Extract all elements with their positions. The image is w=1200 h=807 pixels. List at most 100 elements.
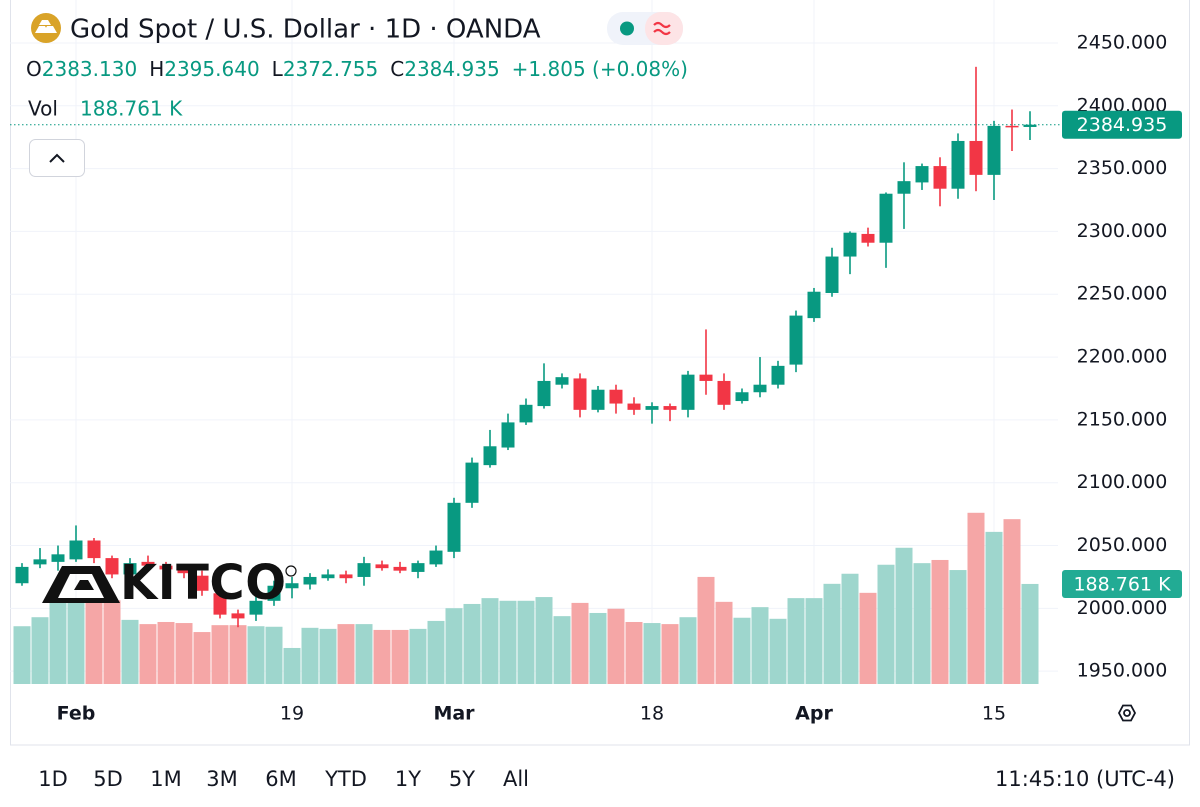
status-pill[interactable]: [645, 12, 683, 45]
candle-body: [123, 563, 137, 575]
x-tick-label: Feb: [57, 703, 96, 725]
candle-body: [861, 233, 875, 243]
volume-bar: [265, 626, 283, 684]
volume-bar: [139, 624, 157, 684]
y-tick-label: 2100.000: [1077, 471, 1168, 493]
candle-body: [699, 374, 713, 381]
candle-body: [483, 446, 497, 466]
collapse-button[interactable]: [29, 139, 85, 177]
candle-body: [735, 392, 749, 402]
ohlc-value: 2384.935: [404, 57, 499, 81]
watermark-logo: [74, 580, 94, 590]
candle-body: [933, 166, 947, 189]
volume-bar: [517, 600, 535, 684]
candle-body: [627, 403, 641, 410]
volume-bar: [175, 623, 193, 684]
range-button[interactable]: 1M: [150, 767, 181, 791]
candle-body: [249, 600, 263, 615]
ohlc-key: H: [149, 57, 164, 81]
candle-body: [411, 563, 425, 572]
range-button[interactable]: 1Y: [395, 767, 421, 791]
volume-bar: [643, 623, 661, 684]
candle-body: [69, 540, 83, 560]
watermark-mark: [285, 565, 297, 577]
volume-bar: [193, 632, 211, 684]
range-button[interactable]: 1D: [38, 767, 68, 791]
volume-bar: [499, 600, 517, 684]
status-dot: [620, 21, 634, 36]
candle-body: [213, 593, 227, 615]
volume-bar: [211, 625, 229, 684]
candle-body: [969, 140, 983, 175]
y-tick-label: 2300.000: [1077, 220, 1168, 242]
watermark: KITCO: [42, 555, 297, 611]
candle-body: [609, 389, 623, 404]
volume-bar: [247, 626, 265, 684]
volume-bar: [355, 624, 373, 684]
volume-bar: [661, 624, 679, 684]
volume-bar: [1003, 519, 1021, 684]
candle-body: [915, 166, 929, 183]
candle-body: [987, 125, 1001, 175]
volume-bar: [1021, 583, 1039, 684]
candle-body: [573, 378, 587, 410]
volume-bar: [967, 512, 985, 684]
candle-body: [1005, 125, 1019, 128]
volume-bar: [697, 576, 715, 684]
y-tick-label: 2250.000: [1077, 283, 1168, 305]
candle-body: [1023, 124, 1037, 127]
volume-bar: [301, 627, 319, 684]
candle-body: [357, 563, 371, 577]
volume-bar: [445, 608, 463, 684]
candle-body: [51, 554, 65, 562]
candle-body: [105, 558, 119, 575]
candle-body: [465, 462, 479, 503]
volume-bar: [931, 559, 949, 684]
candle-body: [897, 181, 911, 194]
x-tick-label: 15: [982, 703, 1006, 725]
ohlc-value: 2383.130: [42, 57, 137, 81]
volume-bar: [49, 600, 67, 684]
volume-bar: [589, 612, 607, 684]
last-volume-box: [1062, 569, 1182, 598]
y-tick-label: 2450.000: [1077, 31, 1168, 53]
settings-button[interactable]: [1117, 704, 1137, 722]
header: Gold Spot / U.S. Dollar · 1D · OANDA O23…: [26, 12, 688, 177]
candle-body: [501, 422, 515, 448]
volume-bar: [805, 598, 823, 684]
volume-bar: [67, 598, 85, 684]
candle-body: [177, 568, 191, 574]
volume-value: 188.761 K: [80, 97, 183, 121]
candle-body: [159, 565, 173, 570]
volume-bar: [985, 531, 1003, 684]
y-tick-label: 2150.000: [1077, 408, 1168, 430]
range-button[interactable]: All: [503, 767, 529, 791]
candle-body: [339, 574, 353, 579]
volume-bar: [427, 620, 445, 684]
watermark-logo: [42, 566, 120, 603]
volume-bar: [751, 607, 769, 684]
volume-bar: [337, 624, 355, 684]
candle-body: [951, 140, 965, 189]
candle-body: [393, 566, 407, 571]
volume-bar: [553, 616, 571, 684]
candle-body: [519, 404, 533, 423]
candle-body: [321, 574, 335, 579]
volume-bar: [391, 629, 409, 684]
volume-bar: [607, 608, 625, 684]
candle-body: [753, 384, 767, 393]
volume-bar: [949, 570, 967, 684]
ohlc-value: 2372.755: [283, 57, 378, 81]
range-button[interactable]: 3M: [206, 767, 237, 791]
volume-title: Vol: [28, 97, 58, 121]
volume-bar: [913, 563, 931, 684]
range-button[interactable]: 5Y: [449, 767, 475, 791]
chart-title: Gold Spot / U.S. Dollar · 1D · OANDA: [70, 15, 541, 45]
range-button[interactable]: 6M: [265, 767, 296, 791]
candle-body: [645, 406, 659, 410]
candle-body: [429, 550, 443, 565]
symbol-icon: [35, 20, 57, 33]
range-button[interactable]: 5D: [93, 767, 123, 791]
volume-bar: [715, 601, 733, 684]
range-button[interactable]: YTD: [324, 767, 367, 791]
